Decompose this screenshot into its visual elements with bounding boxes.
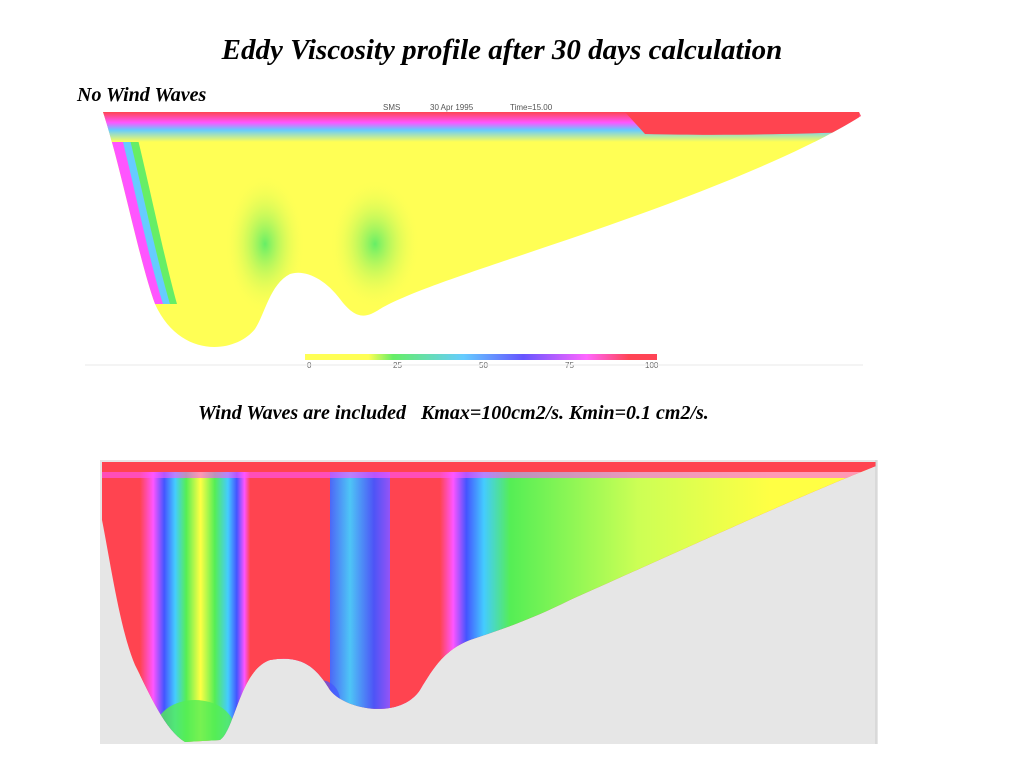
page-title: Eddy Viscosity profile after 30 days cal… bbox=[221, 34, 783, 66]
header-date: 30 Apr 1995 bbox=[430, 104, 474, 112]
header-time: Time=15.00 bbox=[510, 104, 553, 112]
panel2-label: Wind Waves are included Kmax=100cm2/s. K… bbox=[198, 402, 709, 424]
panel1-label: No Wind Waves bbox=[77, 84, 207, 106]
viscosity-profile-no-waves: SMS 30 Apr 1995 Time=15.00 0 25 50 75 10… bbox=[85, 103, 863, 370]
header-app: SMS bbox=[383, 104, 400, 112]
viscosity-profile-with-waves bbox=[100, 460, 878, 744]
viscosity-field-1 bbox=[103, 112, 861, 347]
colorbar bbox=[305, 354, 657, 360]
